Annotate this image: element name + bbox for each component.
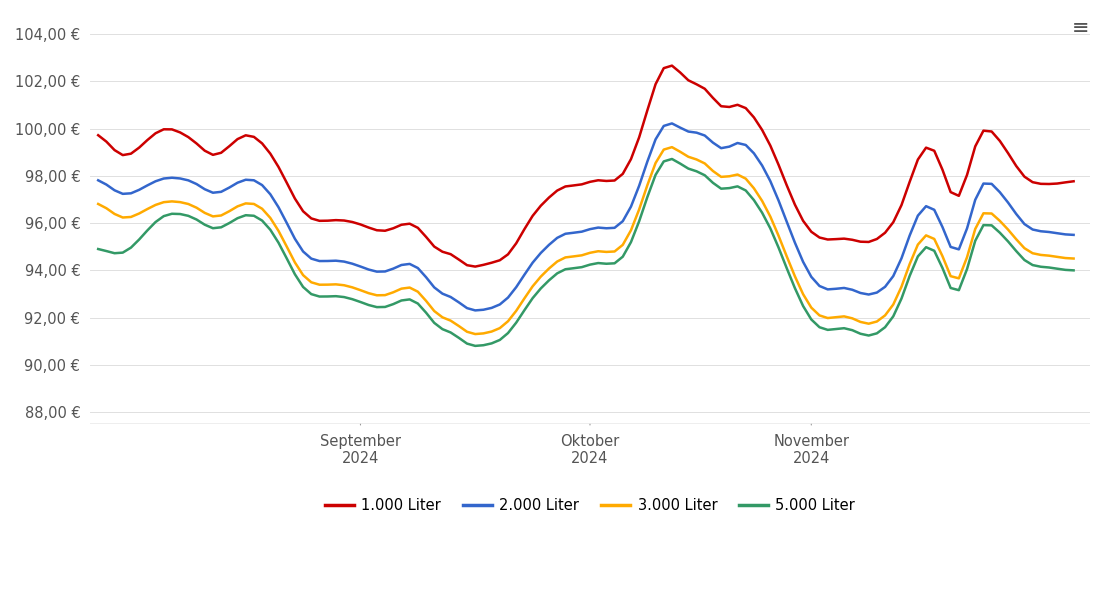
Line: 5.000 Liter: 5.000 Liter xyxy=(98,159,1074,346)
2.000 Liter xyxy=(1051,229,1064,237)
1.000 Liter xyxy=(780,182,793,189)
5.000 Liter xyxy=(354,299,367,306)
5.000 Liter xyxy=(878,324,892,331)
3.000 Liter xyxy=(641,182,654,189)
1.000 Liter xyxy=(878,229,892,237)
5.000 Liter xyxy=(641,193,654,200)
1.000 Liter xyxy=(1067,178,1081,185)
2.000 Liter xyxy=(665,120,678,127)
Text: ≡: ≡ xyxy=(1072,18,1090,38)
5.000 Liter xyxy=(665,155,678,163)
Line: 3.000 Liter: 3.000 Liter xyxy=(98,147,1074,334)
2.000 Liter xyxy=(469,307,482,314)
1.000 Liter xyxy=(296,208,309,215)
Line: 1.000 Liter: 1.000 Liter xyxy=(98,66,1074,267)
3.000 Liter xyxy=(1051,253,1064,261)
Legend: 1.000 Liter, 2.000 Liter, 3.000 Liter, 5.000 Liter: 1.000 Liter, 2.000 Liter, 3.000 Liter, 5… xyxy=(319,492,861,520)
2.000 Liter xyxy=(1067,231,1081,238)
5.000 Liter xyxy=(469,343,482,350)
3.000 Liter xyxy=(1067,255,1081,262)
3.000 Liter xyxy=(296,272,309,279)
Line: 2.000 Liter: 2.000 Liter xyxy=(98,123,1074,311)
2.000 Liter xyxy=(641,158,654,165)
2.000 Liter xyxy=(878,283,892,290)
5.000 Liter xyxy=(780,264,793,272)
2.000 Liter xyxy=(354,263,367,270)
1.000 Liter xyxy=(641,107,654,114)
5.000 Liter xyxy=(92,246,105,253)
1.000 Liter xyxy=(469,263,482,270)
1.000 Liter xyxy=(92,132,105,139)
1.000 Liter xyxy=(1051,180,1064,187)
3.000 Liter xyxy=(354,287,367,294)
3.000 Liter xyxy=(780,253,793,260)
3.000 Liter xyxy=(469,330,482,338)
3.000 Liter xyxy=(92,200,105,208)
2.000 Liter xyxy=(92,176,105,184)
3.000 Liter xyxy=(665,143,678,150)
1.000 Liter xyxy=(665,62,678,69)
2.000 Liter xyxy=(780,218,793,225)
5.000 Liter xyxy=(1051,265,1064,272)
1.000 Liter xyxy=(354,221,367,228)
5.000 Liter xyxy=(296,284,309,291)
2.000 Liter xyxy=(296,248,309,255)
5.000 Liter xyxy=(1067,267,1081,274)
3.000 Liter xyxy=(878,312,892,319)
